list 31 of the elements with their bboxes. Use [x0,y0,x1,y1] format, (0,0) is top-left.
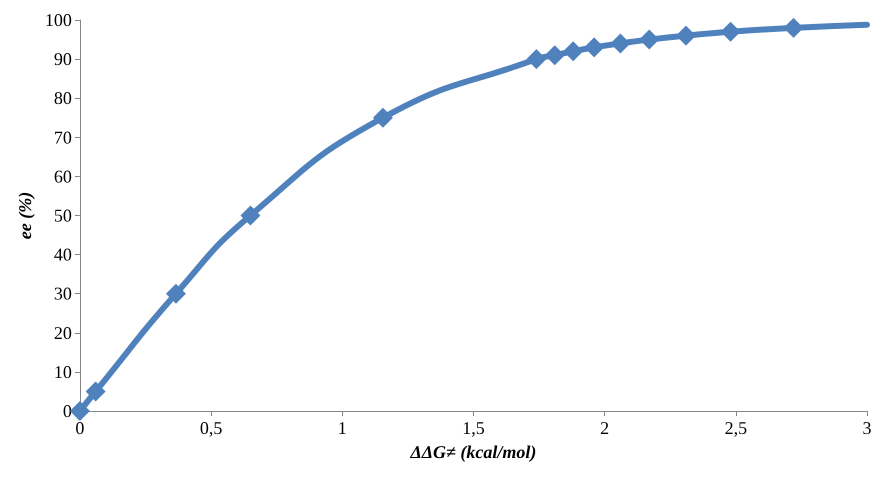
point [70,401,90,421]
point [563,41,584,62]
point [240,206,260,226]
x-tick-label: 0 [75,418,84,438]
y-tick-label: 0 [62,401,72,421]
point [372,108,393,128]
point [526,49,546,70]
x-tick-label: 0,5 [200,418,222,438]
x-tick-label: 1,5 [462,418,485,438]
point [584,37,604,58]
point [544,45,565,66]
y-tick-label: 20 [54,322,72,343]
x-tick-label: 1 [338,418,347,438]
x-tick-label: 2 [600,418,610,438]
y-tick-label: 90 [54,49,72,70]
y-tick-label: 10 [54,362,72,382]
y-tick-label: 70 [54,127,72,148]
y-tick-label: 50 [54,206,72,226]
point [86,381,106,402]
y-tick-label: 100 [44,10,72,30]
y-tick-label: 60 [54,166,72,186]
point [166,284,186,304]
x-tick-label: 2,5 [724,418,748,438]
y-tick-label: 30 [54,284,72,304]
point [610,33,630,54]
x-axis-title: ΔΔG≠ (kcal/mol) [409,442,536,462]
point [639,30,660,50]
y-tick-label: 80 [54,88,72,108]
y-axis-title: ee (%) [15,192,35,240]
y-tick-label: 40 [54,244,72,265]
x-tick-label: 3 [862,418,872,438]
